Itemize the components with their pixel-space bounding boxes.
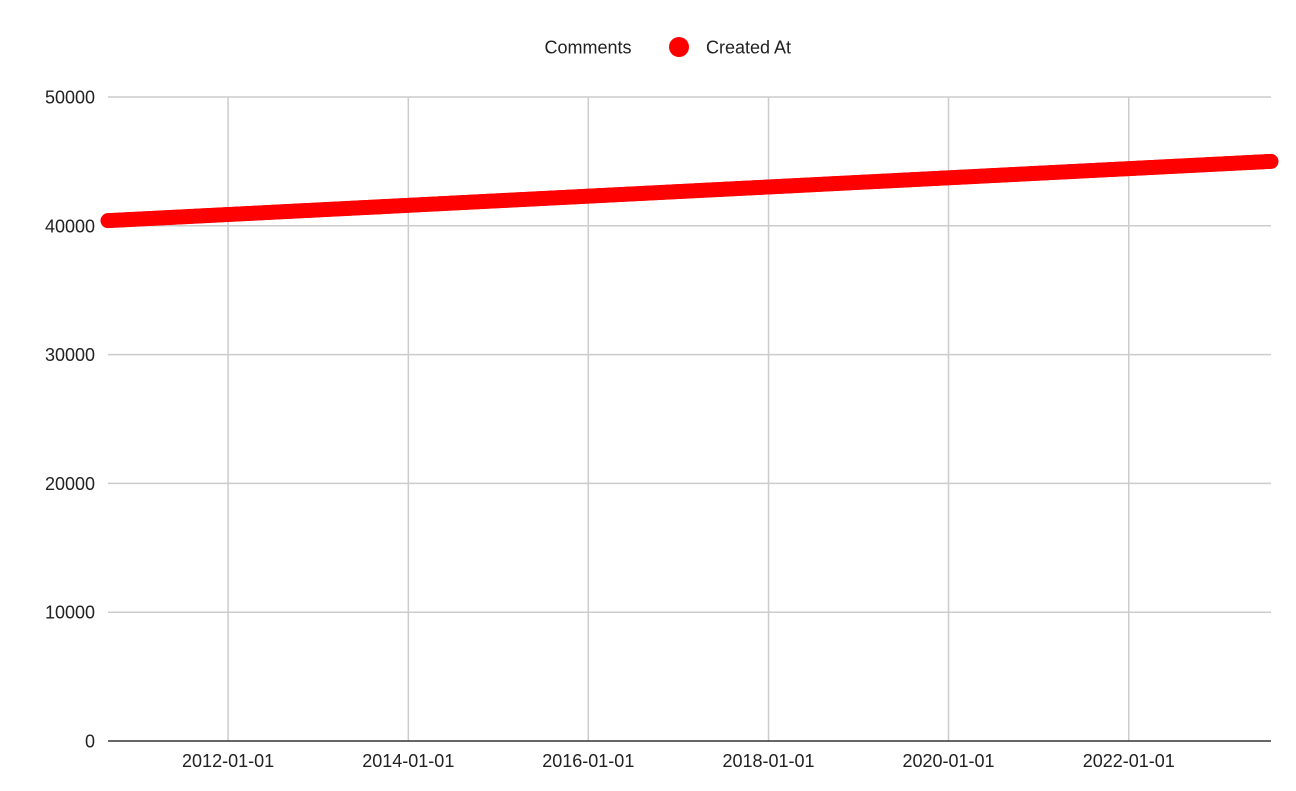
- y-tick-label: 30000: [45, 345, 95, 365]
- data-layer: [100, 153, 1279, 229]
- data-point: [1263, 153, 1279, 169]
- legend-entry-created-at: Created At: [706, 38, 791, 58]
- grid-layer: [108, 96, 1271, 741]
- y-tick-label: 20000: [45, 474, 95, 494]
- x-tick-label: 2016-01-01: [542, 751, 634, 771]
- x-tick-label: 2012-01-01: [182, 751, 274, 771]
- y-tick-label: 40000: [45, 216, 95, 236]
- x-tick-label: 2018-01-01: [722, 751, 814, 771]
- legend-marker-created-at: [669, 37, 689, 57]
- y-tick-label: 10000: [45, 603, 95, 623]
- y-tick-label: 0: [85, 732, 95, 752]
- legend-label: Comments: [544, 38, 631, 58]
- legend: Comments Created At: [544, 37, 791, 58]
- axis-layer: 0 10000 20000 30000 40000 50000 2012-01-01 2014…: [45, 88, 1271, 771]
- y-tick-label: 50000: [45, 88, 95, 108]
- x-tick-label: 2022-01-01: [1083, 751, 1175, 771]
- x-tick-label: 2020-01-01: [902, 751, 994, 771]
- x-tick-label: 2014-01-01: [362, 751, 454, 771]
